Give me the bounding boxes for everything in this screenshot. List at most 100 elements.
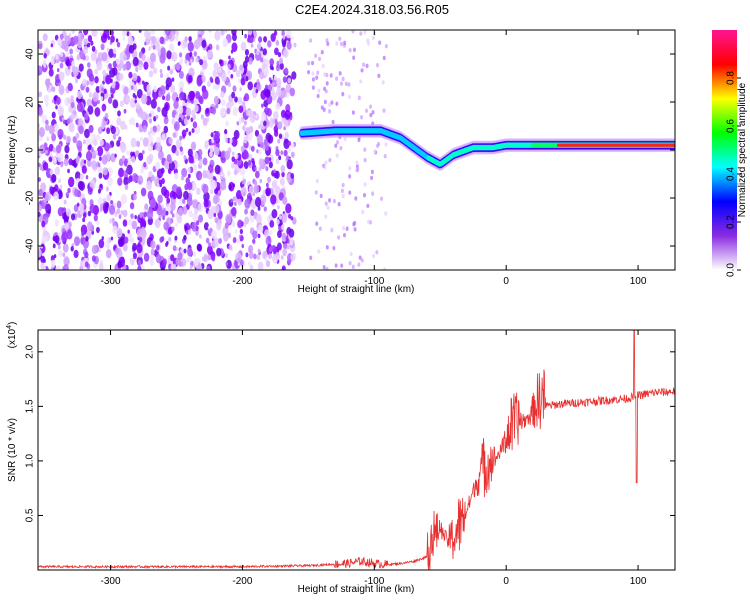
- noise-cell: [309, 255, 313, 261]
- noise-cell: [244, 48, 250, 56]
- noise-cell: [65, 51, 69, 56]
- noise-cell: [140, 93, 148, 105]
- noise-cell: [142, 137, 149, 147]
- noise-cell: [178, 80, 184, 90]
- noise-cell: [141, 54, 146, 62]
- noise-cell: [271, 92, 277, 101]
- noise-cell: [73, 236, 81, 247]
- noise-cell: [242, 125, 246, 131]
- noise-cell: [70, 213, 76, 221]
- noise-cell: [173, 100, 179, 110]
- noise-cell: [50, 43, 54, 48]
- noise-cell: [120, 142, 127, 153]
- noise-cell: [68, 122, 75, 133]
- noise-cell: [210, 132, 214, 138]
- noise-cell: [269, 58, 275, 66]
- noise-cell: [214, 146, 220, 156]
- noise-cell: [240, 259, 244, 266]
- noise-cell: [319, 193, 323, 199]
- noise-cell: [110, 35, 115, 43]
- noise-cell: [291, 71, 297, 80]
- noise-cell: [328, 109, 332, 114]
- noise-cell: [127, 178, 131, 184]
- noise-cell: [206, 80, 212, 88]
- noise-cell: [64, 222, 69, 231]
- noise-cell: [273, 110, 279, 121]
- noise-cell: [231, 91, 236, 99]
- noise-cell: [335, 76, 339, 81]
- noise-cell: [82, 217, 86, 223]
- snr-line: [38, 330, 675, 570]
- noise-cell: [93, 139, 98, 146]
- noise-cell: [194, 104, 199, 113]
- noise-cell: [315, 75, 319, 80]
- noise-cell: [185, 107, 192, 117]
- noise-cell: [53, 157, 57, 164]
- noise-cell: [250, 209, 255, 217]
- noise-cell: [170, 210, 173, 215]
- noise-cell: [178, 52, 183, 58]
- noise-cell: [73, 249, 79, 259]
- noise-cell: [106, 193, 111, 202]
- noise-cell: [57, 68, 60, 73]
- noise-cell: [209, 151, 213, 158]
- noise-cell: [114, 247, 120, 255]
- noise-cell: [192, 251, 197, 257]
- noise-cell: [193, 39, 201, 50]
- noise-cell: [187, 74, 193, 84]
- noise-cell: [182, 198, 186, 204]
- noise-cell: [81, 230, 85, 237]
- noise-cell: [132, 56, 139, 67]
- noise-cell: [341, 91, 345, 97]
- noise-cell: [170, 264, 175, 270]
- noise-cell: [348, 190, 352, 195]
- noise-cell: [76, 54, 81, 61]
- noise-cell: [67, 82, 73, 92]
- noise-cell: [213, 62, 219, 71]
- noise-cell: [180, 91, 185, 98]
- noise-cell: [117, 260, 123, 269]
- noise-cell: [193, 257, 199, 266]
- snr-panel: -300 -200 -100 0 100 0.5 1.0 1.5 2.0 Height of …: [6, 322, 676, 595]
- noise-cell: [77, 40, 83, 49]
- noise-cell: [167, 65, 171, 71]
- noise-cell: [265, 59, 270, 66]
- colorbar-gradient: [712, 30, 737, 270]
- noise-cell: [367, 219, 371, 225]
- noise-cell: [58, 178, 62, 184]
- noise-cell: [159, 69, 163, 74]
- noise-cell: [223, 60, 227, 66]
- noise-cell: [270, 194, 277, 205]
- noise-cell: [326, 41, 330, 47]
- noise-cell: [315, 178, 319, 184]
- noise-cell: [248, 185, 255, 195]
- noise-cell: [81, 165, 87, 174]
- noise-cell: [224, 150, 231, 160]
- noise-cell: [145, 31, 152, 40]
- noise-cell: [171, 118, 176, 126]
- noise-cell: [150, 240, 156, 249]
- noise-cell: [225, 138, 229, 143]
- noise-cell: [269, 220, 275, 228]
- snr-frame: [37, 329, 676, 571]
- noise-cell: [340, 188, 344, 194]
- noise-cell: [123, 176, 129, 186]
- noise-cell: [277, 138, 281, 144]
- noise-cell: [265, 144, 269, 151]
- noise-cell: [347, 82, 351, 87]
- noise-cell: [97, 99, 100, 105]
- noise-cell: [260, 57, 264, 63]
- noise-cell: [236, 238, 241, 244]
- noise-cell: [164, 30, 171, 36]
- noise-cell: [264, 156, 270, 165]
- noise-cell: [330, 100, 334, 105]
- noise-cell: [325, 267, 329, 270]
- colorbar-tick-label: 0.6: [726, 119, 737, 133]
- signal-peak-cell: [671, 143, 675, 147]
- noise-cell: [127, 87, 132, 94]
- noise-cell: [240, 186, 247, 197]
- noise-cell: [256, 134, 263, 145]
- noise-cell: [250, 43, 254, 48]
- noise-cell: [223, 232, 229, 242]
- noise-cell: [93, 54, 97, 59]
